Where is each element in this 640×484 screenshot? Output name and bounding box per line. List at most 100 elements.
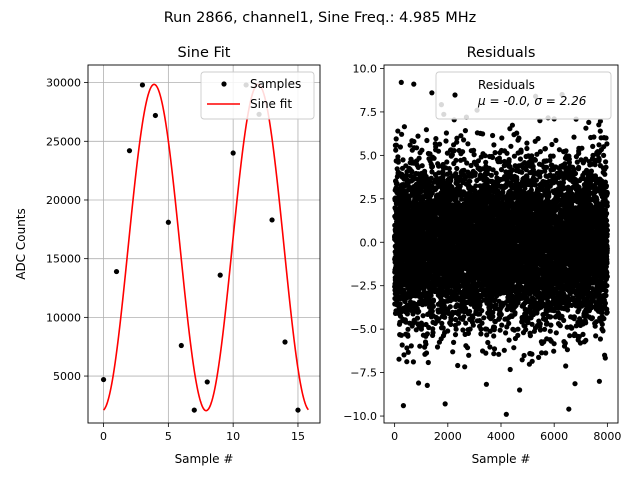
residual-point (452, 148, 457, 153)
residual-point (489, 173, 494, 178)
sample-point (205, 379, 210, 384)
residual-point (414, 145, 419, 150)
residuals-points-layer (392, 80, 610, 417)
residual-point (430, 330, 435, 335)
sample-point (192, 407, 197, 412)
residual-point (463, 128, 468, 133)
residual-point (514, 131, 519, 136)
residual-point (432, 156, 437, 161)
residual-point (503, 330, 508, 335)
residual-point (398, 301, 403, 306)
residual-point (462, 364, 467, 369)
residual-point (453, 158, 458, 163)
sine-fit-y-tick-label: 30000 (46, 77, 81, 90)
residual-point (508, 144, 513, 149)
residual-point (424, 350, 429, 355)
residual-point (439, 321, 444, 326)
residual-point (451, 340, 456, 345)
residual-point (502, 348, 507, 353)
residual-point (424, 127, 429, 132)
residual-point (415, 134, 420, 139)
residual-point (478, 327, 483, 332)
residual-point (492, 325, 497, 330)
residual-point (491, 351, 496, 356)
sine-fit-legend: Samples Sine fit (201, 72, 314, 119)
residual-point (483, 153, 488, 158)
residual-point (483, 351, 488, 356)
sample-point (114, 269, 119, 274)
residual-point (396, 160, 401, 165)
residual-point (455, 363, 460, 368)
residual-point (481, 315, 486, 320)
residual-point (404, 359, 409, 364)
residual-point (519, 170, 524, 175)
sample-point (295, 407, 300, 412)
residual-point (425, 383, 430, 388)
residual-point (454, 327, 459, 332)
residual-point (435, 344, 440, 349)
residual-point (487, 344, 492, 349)
sine-fit-y-tick-label: 5000 (53, 370, 81, 383)
sine-fit-x-tick-label: 0 (100, 430, 107, 443)
residual-point (480, 131, 485, 136)
residual-point (465, 141, 470, 146)
residual-point (436, 164, 441, 169)
residual-point (485, 340, 490, 345)
residual-point (492, 346, 497, 351)
residual-point (499, 323, 504, 328)
residual-point (416, 309, 421, 314)
residual-point (398, 144, 403, 149)
residual-point (424, 138, 429, 143)
residual-point (471, 323, 476, 328)
residual-point (504, 151, 509, 156)
sine-fit-x-tick-label: 5 (165, 430, 172, 443)
sine-fit-x-tick-label: 15 (291, 430, 305, 443)
residual-point (433, 136, 438, 141)
residual-point (479, 308, 484, 313)
sine-fit-ylabel: ADC Counts (14, 208, 28, 280)
residual-point (448, 322, 453, 327)
residual-point (498, 328, 503, 333)
residual-point (405, 334, 410, 339)
residual-point (466, 353, 471, 358)
residual-point (494, 171, 499, 176)
residual-point (436, 149, 441, 154)
sine-fit-curve-layer (104, 84, 309, 410)
sample-point (179, 343, 184, 348)
legend-sine-fit-label: Sine fit (250, 97, 292, 111)
residual-point (519, 149, 524, 154)
sample-point (127, 148, 132, 153)
residual-point (400, 342, 405, 347)
residual-point (522, 353, 527, 358)
residual-point (417, 344, 422, 349)
residual-point (510, 123, 515, 128)
residual-point (461, 314, 466, 319)
residual-point (453, 332, 458, 337)
sine-fit-y-tick-label: 20000 (46, 194, 81, 207)
residual-point (484, 382, 489, 387)
residual-point (448, 317, 453, 322)
residual-point (431, 304, 436, 309)
residual-point (431, 298, 436, 303)
residual-point (443, 138, 448, 143)
residual-point (442, 315, 447, 320)
residual-point (515, 333, 520, 338)
residual-point (444, 130, 449, 135)
figure-title: Run 2866, channel1, Sine Freq.: 4.985 MH… (164, 10, 477, 26)
residual-point (473, 171, 478, 176)
residual-point (420, 163, 425, 168)
residual-point (467, 309, 472, 314)
legend-samples-label: Samples (250, 77, 301, 91)
residual-point (515, 327, 520, 332)
residual-point (460, 327, 465, 332)
residual-point (402, 124, 407, 129)
residual-point (419, 148, 424, 153)
residual-point (411, 359, 416, 364)
sine-fit-y-tick-label: 15000 (46, 253, 81, 266)
residual-point (499, 135, 504, 140)
sample-point (153, 113, 158, 118)
